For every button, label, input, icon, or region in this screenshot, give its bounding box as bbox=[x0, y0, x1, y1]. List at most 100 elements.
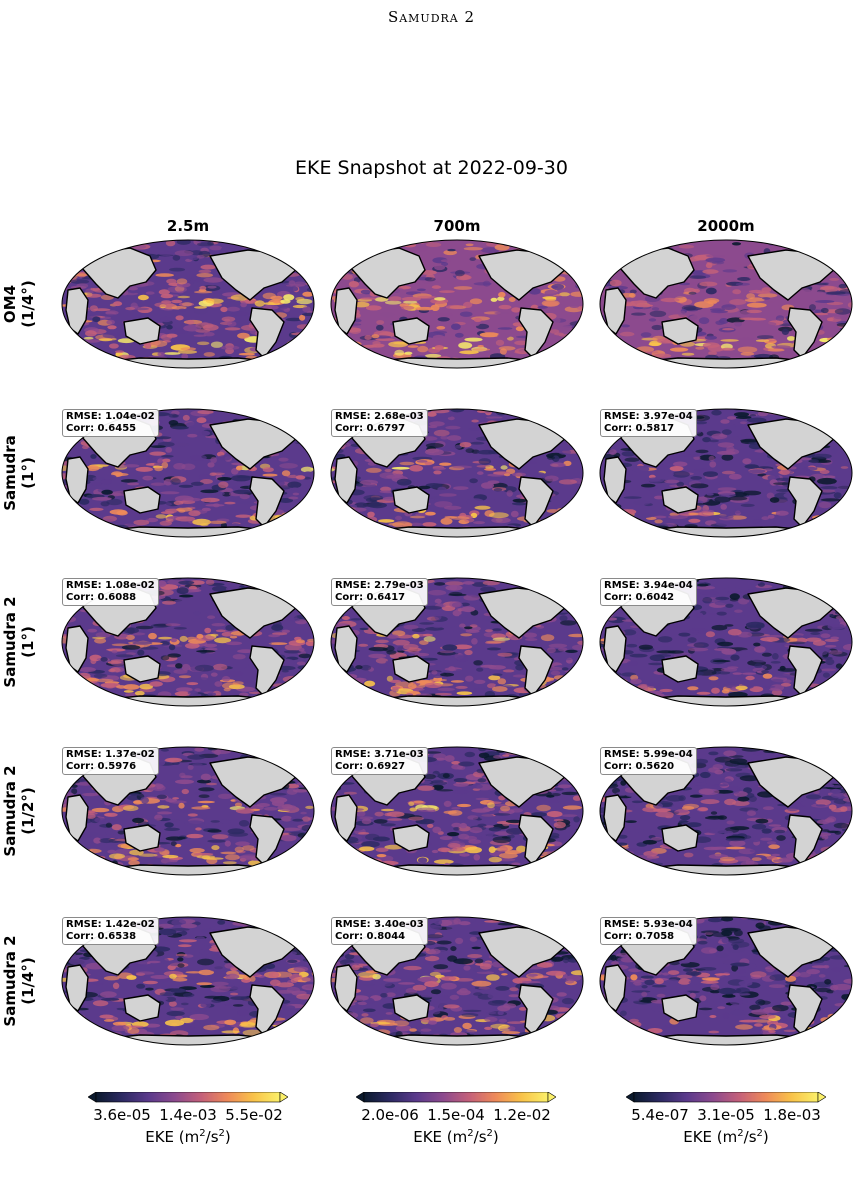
land-mass bbox=[123, 824, 161, 852]
metrics-box: RMSE: 3.71e-03 Corr: 0.6927 bbox=[331, 747, 428, 775]
land-mass bbox=[392, 486, 430, 514]
land-mass bbox=[603, 964, 627, 1012]
land-mass bbox=[811, 412, 837, 428]
row-label: Samudra 2 (1/4°) bbox=[1, 901, 45, 1061]
land-mass bbox=[811, 750, 837, 766]
land-mass bbox=[273, 920, 299, 936]
corr-text: Corr: 0.5976 bbox=[66, 761, 137, 772]
land-mass bbox=[811, 920, 837, 936]
corr-text: Corr: 0.6088 bbox=[66, 592, 137, 603]
map-panel: RMSE: 5.99e-04 Corr: 0.5620 bbox=[598, 745, 854, 877]
map-outline bbox=[61, 577, 315, 707]
corr-text: Corr: 0.6042 bbox=[604, 592, 675, 603]
metrics-box: RMSE: 2.79e-03 Corr: 0.6417 bbox=[331, 578, 428, 606]
land-mass bbox=[542, 581, 568, 597]
land-mass bbox=[603, 287, 627, 335]
rmse-text: RMSE: 5.93e-04 bbox=[604, 919, 693, 930]
land-mass bbox=[542, 412, 568, 428]
colorbar-ramp bbox=[88, 1092, 288, 1103]
map-outline bbox=[599, 916, 853, 1046]
map-panel: RMSE: 3.94e-04 Corr: 0.6042 bbox=[598, 576, 854, 708]
map-outline bbox=[330, 577, 584, 707]
land-mass bbox=[542, 243, 568, 259]
land-mass bbox=[392, 317, 430, 345]
map-outline bbox=[599, 746, 853, 876]
land-mass bbox=[661, 317, 699, 345]
figure-title: EKE Snapshot at 2022-09-30 bbox=[295, 157, 568, 179]
map-panel: RMSE: 1.04e-02 Corr: 0.6455 bbox=[60, 407, 316, 539]
row-label-resolution: (1°) bbox=[19, 626, 37, 658]
colorbar-ramp bbox=[626, 1092, 826, 1103]
corr-text: Corr: 0.6455 bbox=[66, 423, 137, 434]
corr-text: Corr: 0.5620 bbox=[604, 761, 675, 772]
land-mass bbox=[603, 625, 627, 673]
eke-map bbox=[61, 239, 315, 369]
map-panel: RMSE: 2.68e-03 Corr: 0.6797 bbox=[329, 407, 585, 539]
metrics-box: RMSE: 1.37e-02 Corr: 0.5976 bbox=[62, 747, 159, 775]
metrics-box: RMSE: 3.94e-04 Corr: 0.6042 bbox=[600, 578, 697, 606]
colorbar-label: EKE (m2/s2) bbox=[145, 1128, 231, 1146]
corr-text: Corr: 0.6797 bbox=[335, 423, 406, 434]
land-mass bbox=[334, 456, 358, 504]
land-mass bbox=[661, 994, 699, 1022]
row-label: Samudra (1°) bbox=[1, 393, 45, 553]
land-mass bbox=[661, 824, 699, 852]
land-mass bbox=[542, 920, 568, 936]
metrics-box: RMSE: 2.68e-03 Corr: 0.6797 bbox=[331, 409, 428, 437]
eke-map bbox=[599, 916, 853, 1046]
rmse-text: RMSE: 2.68e-03 bbox=[335, 411, 424, 422]
rmse-text: RMSE: 1.04e-02 bbox=[66, 411, 155, 422]
colorbar-ticks: 2.0e-06 1.5e-04 1.2e-02 bbox=[356, 1106, 556, 1126]
rmse-text: RMSE: 2.79e-03 bbox=[335, 580, 424, 591]
map-panel: RMSE: 1.37e-02 Corr: 0.5976 bbox=[60, 745, 316, 877]
corr-text: Corr: 0.6927 bbox=[335, 761, 406, 772]
land-mass bbox=[273, 750, 299, 766]
colorbar-ticks: 5.4e-07 3.1e-05 1.8e-03 bbox=[626, 1106, 826, 1126]
row-label-model: Samudra 2 bbox=[1, 596, 19, 688]
land-mass bbox=[65, 625, 89, 673]
land-mass bbox=[334, 625, 358, 673]
land-mass bbox=[392, 824, 430, 852]
land-mass bbox=[334, 964, 358, 1012]
colorbar-tick: 5.4e-07 bbox=[631, 1106, 689, 1124]
land-mass bbox=[273, 581, 299, 597]
land-mass bbox=[123, 486, 161, 514]
column-header-700m: 700m bbox=[433, 217, 481, 235]
metrics-box: RMSE: 1.04e-02 Corr: 0.6455 bbox=[62, 409, 159, 437]
map-panel: RMSE: 3.97e-04 Corr: 0.5817 bbox=[598, 407, 854, 539]
map-outline bbox=[599, 577, 853, 707]
running-header: Samudra 2 bbox=[387, 8, 476, 26]
land-mass bbox=[661, 486, 699, 514]
colorbar-tick: 1.4e-03 bbox=[159, 1106, 217, 1124]
land-mass bbox=[334, 794, 358, 842]
rmse-text: RMSE: 1.08e-02 bbox=[66, 580, 155, 591]
map-panel: RMSE: 3.71e-03 Corr: 0.6927 bbox=[329, 745, 585, 877]
colorbar-ticks: 3.6e-05 1.4e-03 5.5e-02 bbox=[88, 1106, 288, 1126]
map-outline bbox=[599, 408, 853, 538]
land-mass bbox=[65, 287, 89, 335]
map-outline bbox=[330, 408, 584, 538]
column-header-2000m: 2000m bbox=[697, 217, 755, 235]
row-label-resolution: (1/2°) bbox=[19, 787, 37, 835]
row-label: Samudra 2 (1/2°) bbox=[1, 731, 45, 891]
colorbar-tick: 5.5e-02 bbox=[225, 1106, 283, 1124]
map-panel bbox=[60, 238, 316, 370]
row-label-model: Samudra bbox=[1, 435, 19, 511]
colorbar-tick: 1.5e-04 bbox=[427, 1106, 485, 1124]
row-label-model: Samudra 2 bbox=[1, 765, 19, 857]
metrics-box: RMSE: 1.42e-02 Corr: 0.6538 bbox=[62, 917, 159, 945]
map-panel: RMSE: 5.93e-04 Corr: 0.7058 bbox=[598, 915, 854, 1047]
map-outline bbox=[330, 916, 584, 1046]
land-mass bbox=[542, 750, 568, 766]
map-panel: RMSE: 1.08e-02 Corr: 0.6088 bbox=[60, 576, 316, 708]
land-mass bbox=[123, 317, 161, 345]
map-outline bbox=[61, 408, 315, 538]
rmse-text: RMSE: 5.99e-04 bbox=[604, 749, 693, 760]
map-outline bbox=[330, 239, 584, 369]
land-mass bbox=[811, 243, 837, 259]
corr-text: Corr: 0.5817 bbox=[604, 423, 675, 434]
metrics-box: RMSE: 3.40e-03 Corr: 0.8044 bbox=[331, 917, 428, 945]
land-mass bbox=[603, 794, 627, 842]
map-outline bbox=[599, 239, 853, 369]
metrics-box: RMSE: 5.93e-04 Corr: 0.7058 bbox=[600, 917, 697, 945]
